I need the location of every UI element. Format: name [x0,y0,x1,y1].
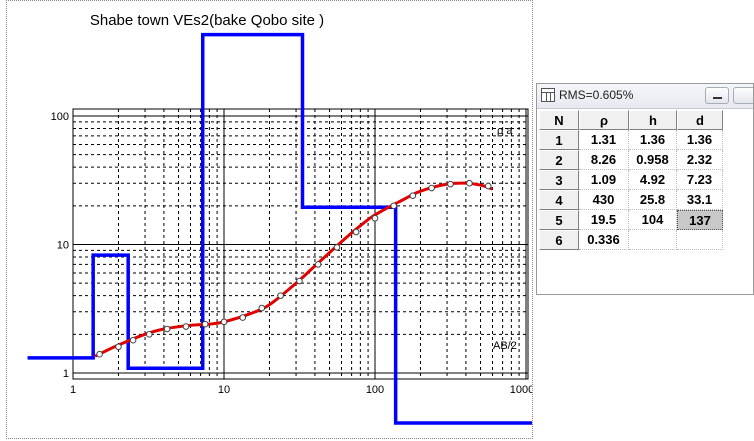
rho-cell[interactable]: 1.09 [579,170,629,190]
table-row[interactable]: 1 1.31 1.36 1.36 [539,130,723,150]
d-cell[interactable]: 1.36 [677,130,723,150]
layer-model-line [27,32,532,425]
x-tick-label: 10 [218,384,230,396]
y-tick-label: 10 [57,240,69,252]
column-header-h[interactable]: h [629,110,677,130]
x-tick-label: 100 [366,384,384,396]
h-cell[interactable]: 4.92 [629,170,677,190]
row-number-cell[interactable]: 6 [539,230,579,250]
row-number-cell[interactable]: 1 [539,130,579,150]
table-row[interactable]: 5 19.5 104 137 [539,210,723,230]
row-number-cell[interactable]: 4 [539,190,579,210]
d-cell[interactable]: 33.1 [677,190,723,210]
chart-title: Shabe town VEs2(bake Qobo site ) [90,12,324,29]
measurement-point [466,179,473,187]
h-cell[interactable]: 104 [629,210,677,230]
rho-cell[interactable]: 1.31 [579,130,629,150]
measurement-point [182,323,190,330]
h-cell[interactable]: 0.958 [629,150,677,170]
sounding-curve-chart: 1 10 100 1000 1 10 100 Shabe town VEs2(bake Qo… [27,12,532,425]
measurement-point [220,318,228,326]
series-layer [27,32,532,425]
d-cell[interactable]: 7.23 [677,170,723,190]
h-cell[interactable] [629,230,677,250]
y-tick-label: 1 [63,368,69,380]
measurement-point [145,331,153,338]
measurement-point [428,184,435,192]
measurement-point [333,244,341,251]
measurement-point [258,304,266,312]
layer-parameter-table: N ρ h d 1 1.31 1.36 1.36 2 8.26 0.958 2.32 3 1.09… [539,110,723,250]
measurement-point [371,214,379,222]
table-titlebar[interactable]: RMS=0.605% [537,84,753,109]
sounding-chart-window: 1 10 100 1000 1 10 100 Shabe town VEs2(bake Qo… [6,0,533,439]
layer-table-window: RMS=0.605% N ρ h d 1 1.31 1.36 1.36 2 8.26 0.9… [536,83,754,295]
measurement-point [201,320,209,328]
tick-labels: 1 10 100 1000 1 10 100 [51,111,532,396]
table-row[interactable]: 4 430 25.8 33.1 [539,190,723,210]
measurement-point [129,336,137,344]
x-tick-label: 1 [70,384,76,396]
measurement-point [484,182,492,190]
measurement-point [390,202,398,210]
rho-cell[interactable]: 19.5 [579,210,629,230]
d-cell[interactable] [677,230,723,250]
minimize-button[interactable] [705,87,729,104]
maximize-button[interactable] [733,87,753,104]
column-header-rho[interactable]: ρ [579,110,629,130]
row-number-cell[interactable]: 3 [539,170,579,190]
measurement-point [409,192,417,199]
table-row[interactable]: 2 8.26 0.958 2.32 [539,150,723,170]
measurement-point [239,314,247,321]
row-number-cell[interactable]: 2 [539,150,579,170]
measurement-point [296,277,303,285]
measurement-point [96,350,103,358]
rho-cell[interactable]: 430 [579,190,629,210]
y-axis-label: ρ a [497,125,513,137]
table-row[interactable]: 6 0.336 [539,230,723,250]
rms-label: RMS=0.605% [559,88,634,102]
measurement-point [115,343,122,351]
rho-cell[interactable]: 8.26 [579,150,629,170]
d-cell[interactable]: 2.32 [677,150,723,170]
y-tick-label: 100 [51,111,69,123]
measurement-point [447,180,454,188]
row-number-cell[interactable]: 5 [539,210,579,230]
x-axis-label: AB/2 [493,340,517,352]
column-header-d[interactable]: d [677,110,723,130]
rho-cell[interactable]: 0.336 [579,230,629,250]
measurement-point [277,292,284,299]
measurement-point [352,228,360,236]
d-cell[interactable]: 137 [677,210,723,230]
measurement-point [163,325,171,333]
h-cell[interactable]: 25.8 [629,190,677,210]
column-header-n[interactable]: N [539,110,579,130]
table-icon [541,88,555,102]
measurement-point [314,261,322,268]
x-tick-label: 1000 [510,384,532,396]
h-cell[interactable]: 1.36 [629,130,677,150]
table-row[interactable]: 3 1.09 4.92 7.23 [539,170,723,190]
minimize-icon [713,97,722,99]
